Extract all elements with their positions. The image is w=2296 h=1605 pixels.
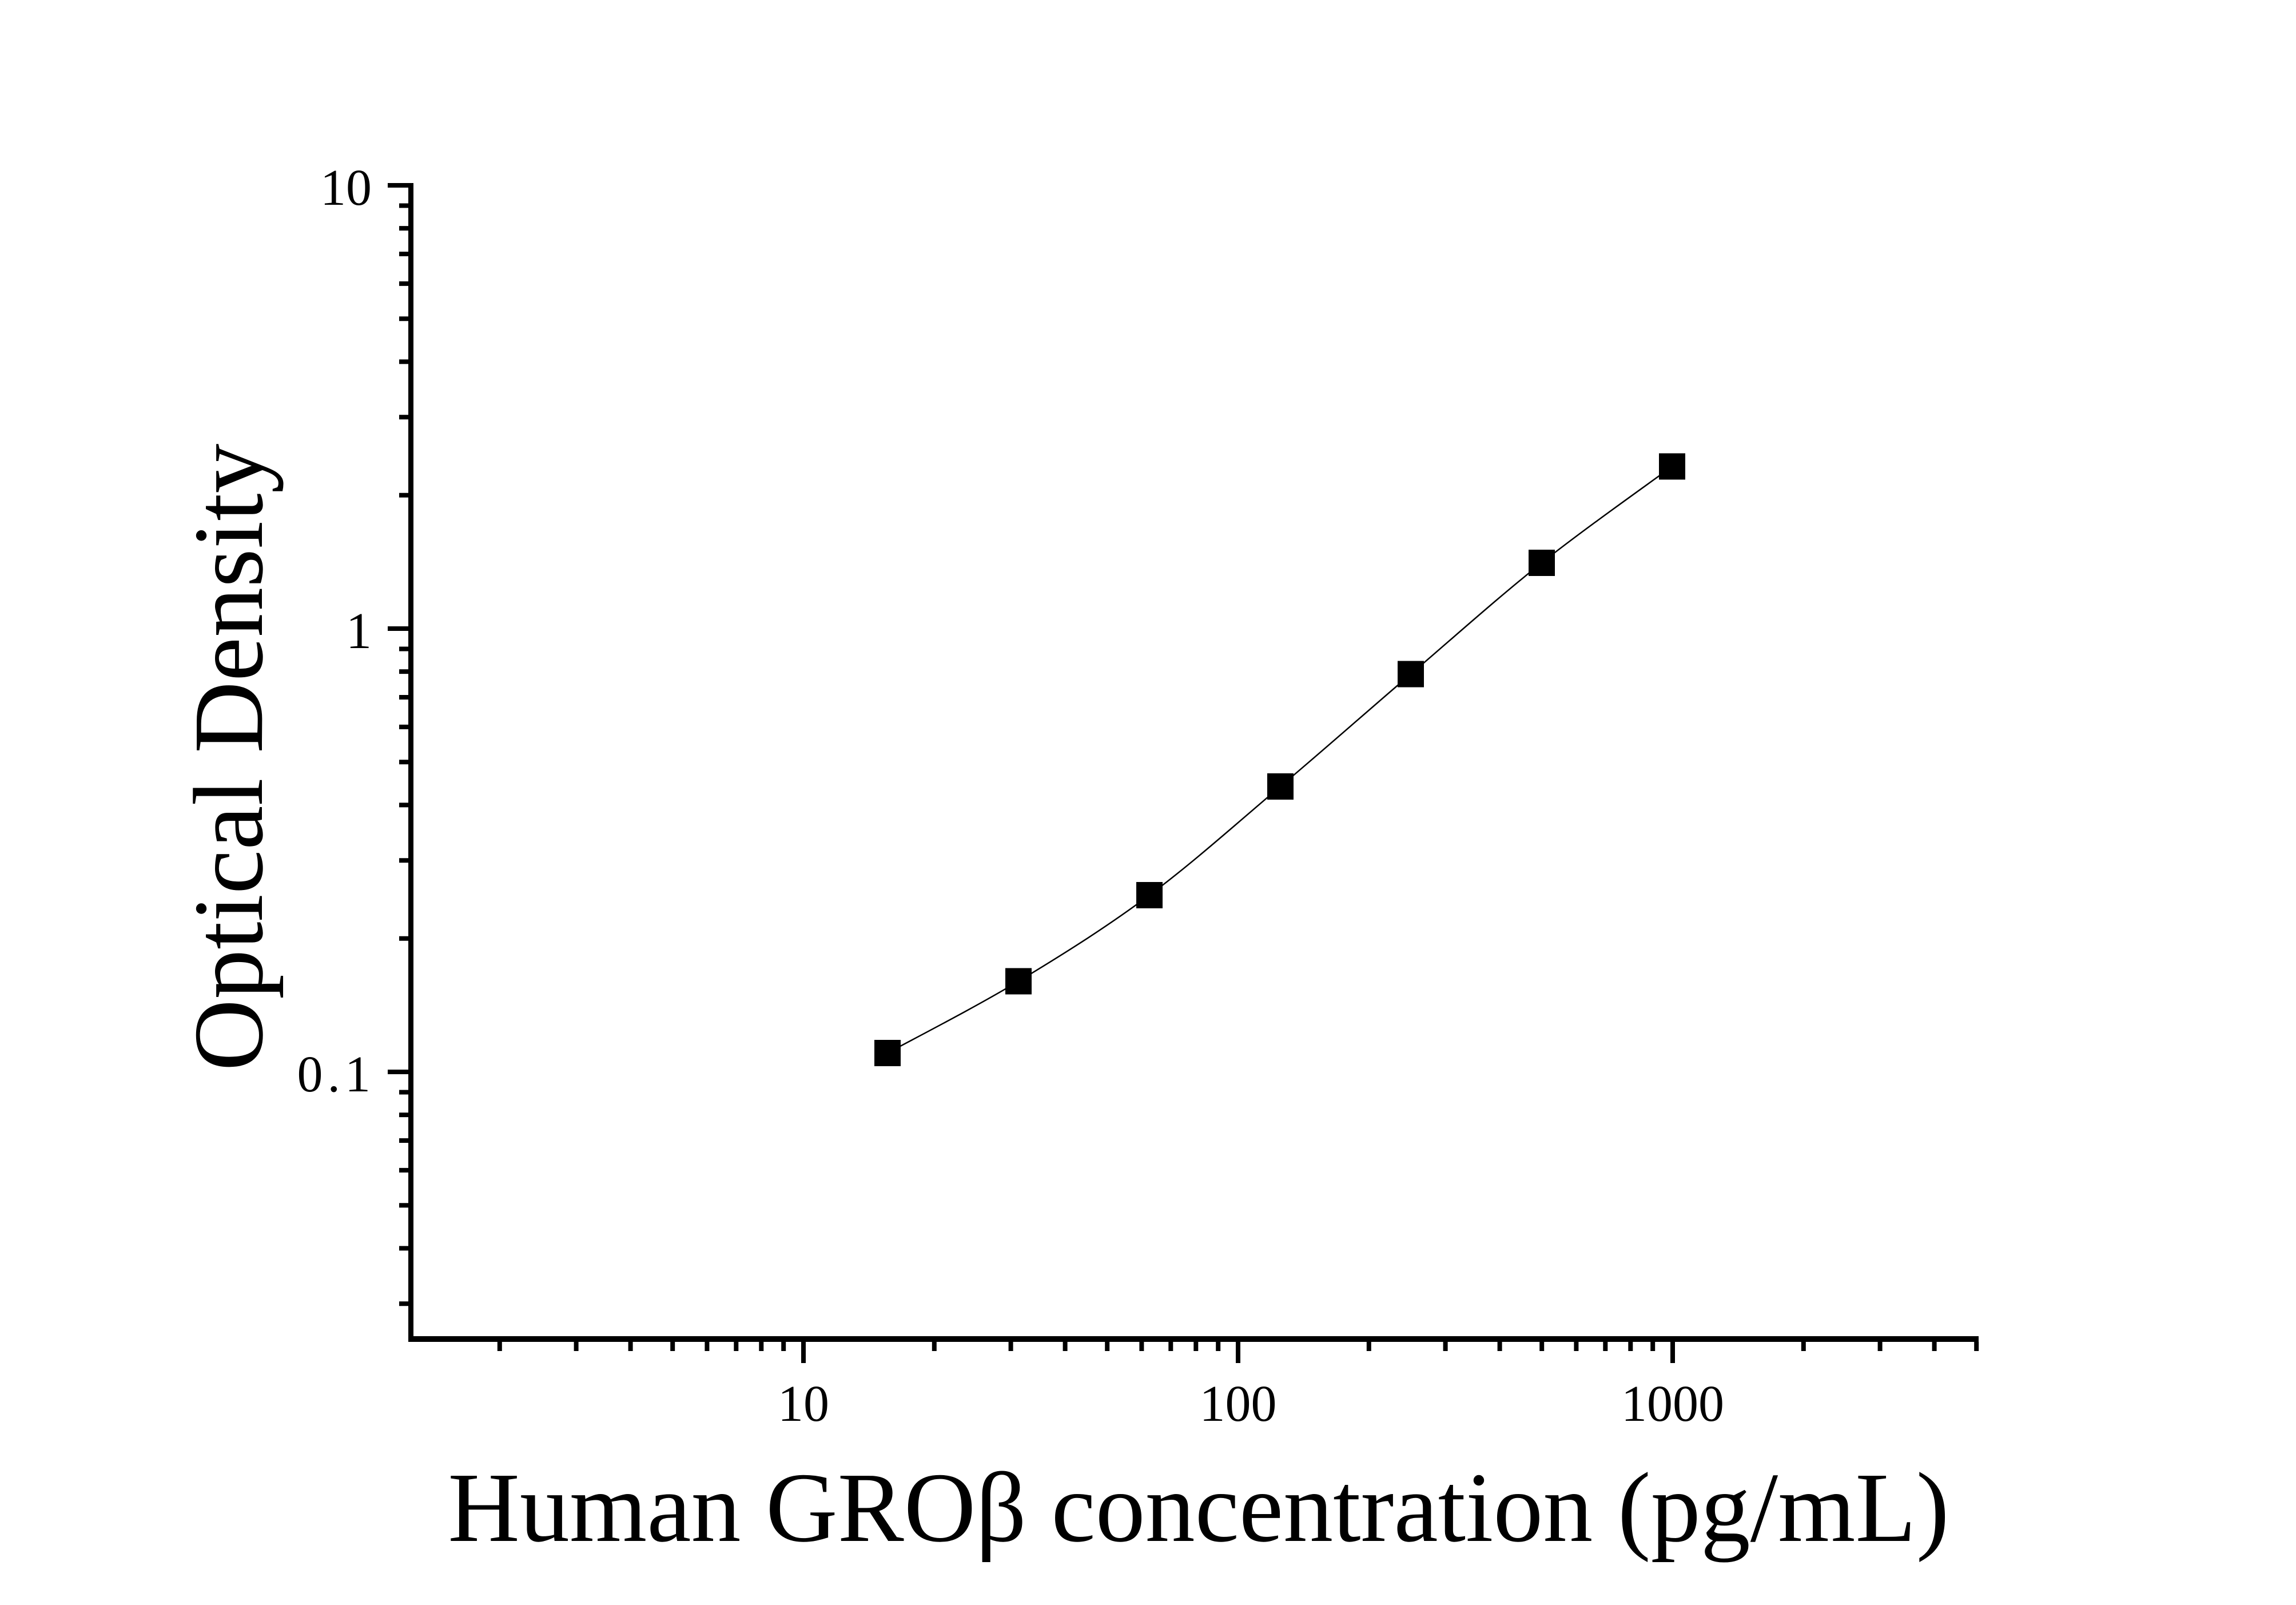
svg-text:1000: 1000 [1621,1376,1724,1432]
svg-text:Human GROβ concentration (pg/m: Human GROβ concentration (pg/mL) [448,1452,1949,1563]
svg-text:10: 10 [778,1376,829,1432]
svg-text:1: 1 [346,603,372,660]
svg-text:0.1: 0.1 [297,1046,376,1103]
svg-text:100: 100 [1200,1376,1277,1432]
svg-text:10: 10 [320,160,372,216]
svg-text:Optical Density: Optical Density [173,444,284,1071]
